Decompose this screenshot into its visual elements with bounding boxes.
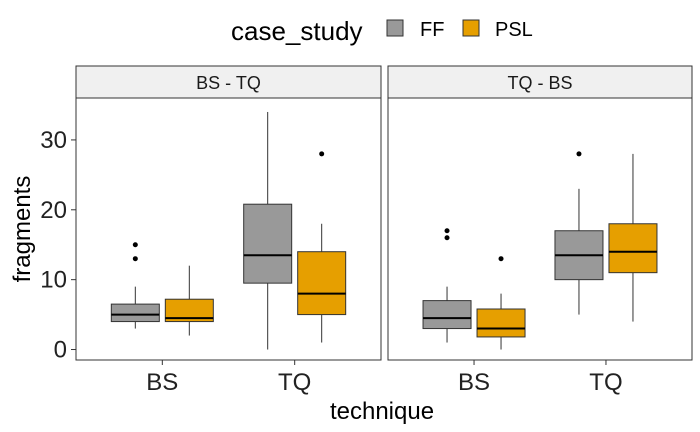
- box-f1-tq-psl: [297, 251, 347, 316]
- box-f1-tq-ff: [243, 203, 293, 284]
- y-tick-label-10: 10: [40, 267, 67, 294]
- facet-label-2: TQ - BS: [507, 73, 572, 93]
- legend-swatch-psl: [462, 19, 480, 37]
- facet-boxes-2: [422, 151, 658, 350]
- legend-title: case_study: [231, 16, 363, 46]
- facet-label-1: BS - TQ: [196, 73, 261, 93]
- outlier-f1-bs-ff-1: [132, 256, 138, 262]
- outlier-f2-tq-ff-1: [576, 151, 582, 157]
- legend-label-ff: FF: [420, 19, 444, 41]
- legend: case_study FF PSL: [231, 16, 533, 46]
- y-tick-label-20: 20: [40, 197, 67, 224]
- x-tick-label-f1-tq: TQ: [278, 369, 311, 396]
- x-axis-title: technique: [330, 398, 434, 425]
- outlier-f1-bs-ff-2: [132, 242, 138, 248]
- facet-panel-2: TQ - BS: [387, 65, 693, 361]
- facet-panel-1: BS - TQ: [75, 65, 382, 361]
- facet-strip-1: [75, 65, 382, 99]
- y-tick-label-0: 0: [54, 337, 67, 364]
- box-f1-bs-ff: [110, 303, 160, 323]
- x-axis: BS TQ BS TQ: [146, 360, 623, 396]
- x-tick-label-f2-tq: TQ: [589, 369, 622, 396]
- y-axis-title: fragments: [9, 176, 36, 283]
- y-axis: 0 10 20 30: [40, 127, 76, 364]
- legend-swatch-ff: [386, 19, 404, 37]
- outlier-f2-bs-ff-1: [444, 235, 450, 241]
- box-f2-tq-psl: [608, 223, 658, 274]
- outlier-f2-bs-ff-2: [444, 228, 450, 234]
- box-f2-bs-ff: [422, 300, 472, 330]
- box-f2-bs-psl: [476, 308, 526, 338]
- box-f1-bs-psl: [164, 298, 214, 323]
- legend-label-psl: PSL: [495, 19, 533, 41]
- facet-strip-2: [387, 65, 693, 99]
- facet-boxes-1: [110, 111, 347, 350]
- x-tick-label-f1-bs: BS: [146, 369, 178, 396]
- outlier-f1-tq-psl-1: [319, 151, 325, 157]
- outlier-f2-bs-psl-1: [498, 256, 504, 262]
- x-tick-label-f2-bs: BS: [458, 369, 490, 396]
- y-tick-label-30: 30: [40, 127, 67, 154]
